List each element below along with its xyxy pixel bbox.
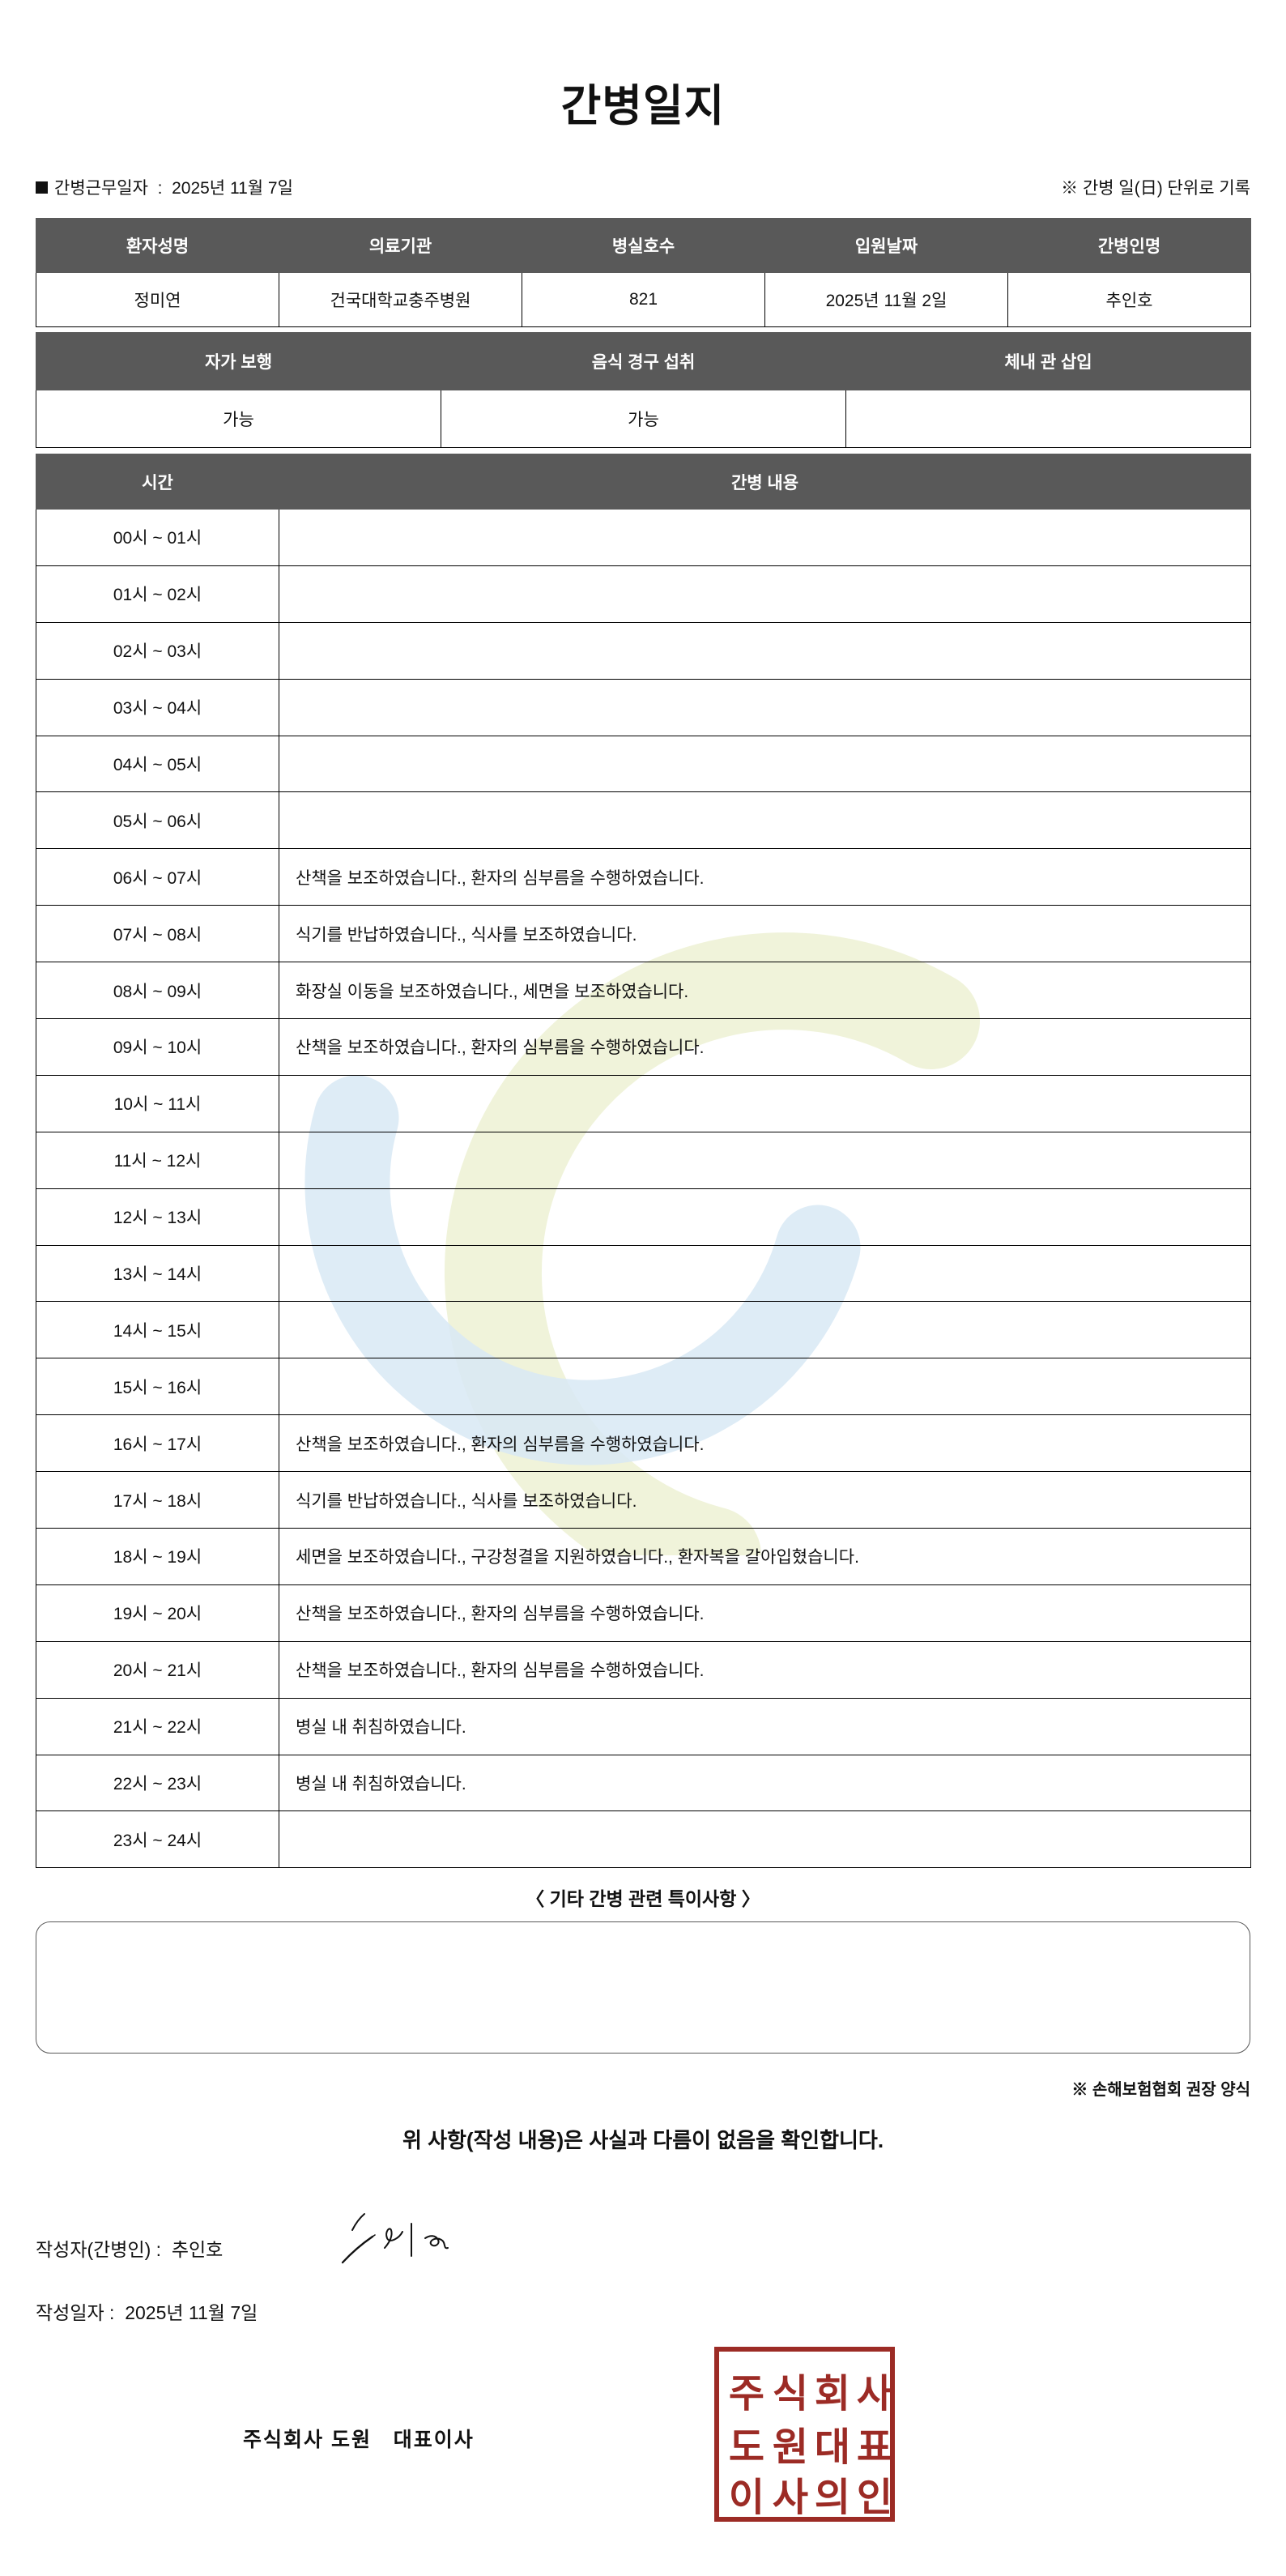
svg-text:대: 대 bbox=[815, 2426, 850, 2469]
svg-text:사: 사 bbox=[773, 2476, 808, 2519]
svg-text:인: 인 bbox=[857, 2476, 892, 2519]
svg-text:주: 주 bbox=[729, 2373, 764, 2416]
svg-text:회: 회 bbox=[815, 2373, 850, 2416]
svg-text:의: 의 bbox=[815, 2476, 850, 2519]
svg-text:식: 식 bbox=[773, 2373, 808, 2416]
svg-text:도: 도 bbox=[729, 2426, 764, 2469]
svg-text:원: 원 bbox=[773, 2426, 808, 2469]
svg-text:이: 이 bbox=[729, 2476, 764, 2519]
svg-text:표: 표 bbox=[857, 2426, 892, 2469]
svg-text:사: 사 bbox=[857, 2373, 892, 2416]
